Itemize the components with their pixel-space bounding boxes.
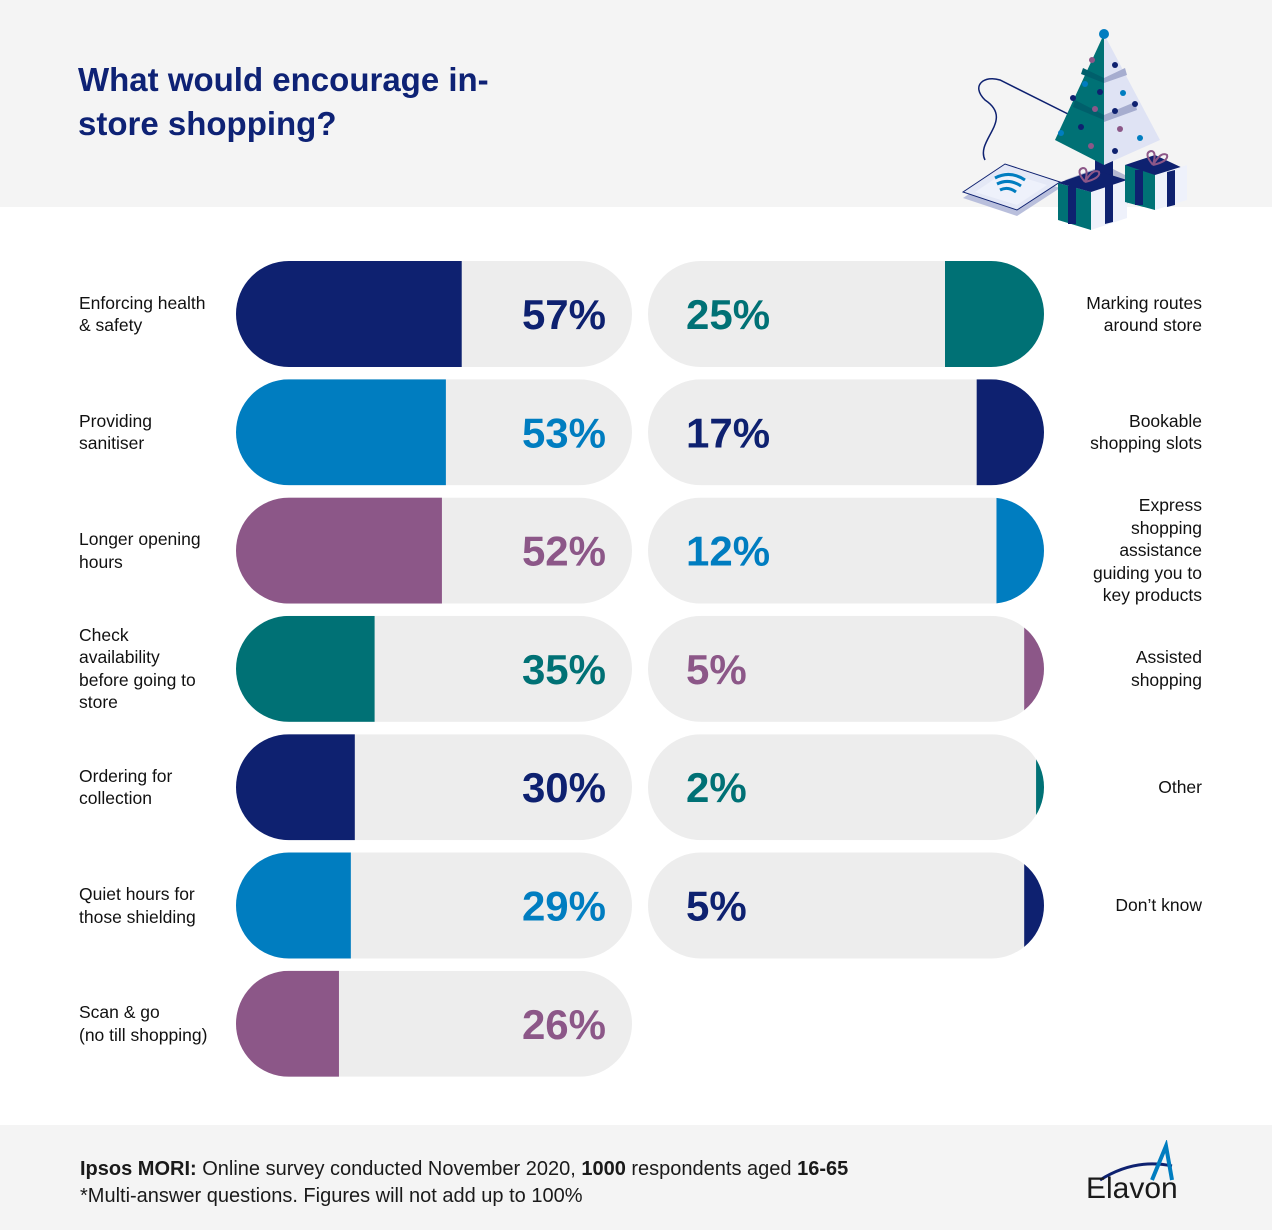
category-label: Marking routes around store — [1086, 292, 1202, 336]
category-label: Ordering for collection — [79, 765, 173, 809]
bar-fill — [236, 734, 355, 841]
bar-row — [236, 615, 632, 722]
bar-track — [648, 852, 1044, 959]
bar-row — [648, 734, 1044, 841]
value-label: 30% — [522, 764, 606, 811]
bar-track — [648, 615, 1044, 722]
value-label: 57% — [522, 291, 606, 338]
category-label: Other — [1158, 776, 1202, 797]
footer-band — [0, 1125, 1272, 1230]
value-label: 52% — [522, 528, 606, 575]
header-band: What would encourage in-store shopping? — [0, 0, 1272, 207]
category-label: Express shopping assistance guiding you … — [1093, 495, 1202, 606]
category-label: Providing sanitiser — [79, 410, 152, 454]
value-label: 2% — [686, 764, 747, 811]
category-label: Scan & go (no till shopping) — [79, 1002, 208, 1045]
bar-fill — [945, 261, 1044, 367]
footnote: *Multi-answer questions. Figures will no… — [80, 1185, 583, 1207]
bar-fill — [236, 379, 446, 486]
christmas-illustration — [961, 29, 1187, 230]
gift-box-icon — [1058, 166, 1130, 230]
bar-row — [236, 497, 632, 604]
category-label: Assisted shopping — [1130, 647, 1202, 690]
bar-track — [648, 497, 1044, 604]
category-label: Longer opening hours — [79, 529, 201, 572]
bar-fill — [996, 497, 1044, 604]
bar-fill — [976, 379, 1044, 486]
bar-row — [648, 261, 1044, 367]
source-text: respondents aged — [625, 1158, 798, 1180]
category-label: Enforcing health & safety — [79, 292, 206, 336]
bar-row — [236, 734, 632, 841]
logo-swoosh-icon — [1099, 1162, 1173, 1182]
value-label: 26% — [522, 1001, 606, 1048]
bar-fill — [236, 852, 351, 959]
bar-fill — [236, 497, 442, 604]
bar-row — [236, 379, 632, 486]
value-label: 5% — [686, 883, 747, 930]
bar-row — [648, 497, 1044, 604]
respondent-count: 1000 — [581, 1158, 626, 1180]
age-range: 16-65 — [797, 1158, 849, 1180]
elavon-logo: Elavon — [1086, 1140, 1178, 1205]
value-label: 12% — [686, 528, 770, 575]
category-label: Don’t know — [1115, 895, 1202, 916]
bar-row — [236, 970, 632, 1077]
bar-fill — [236, 261, 462, 367]
bar-row — [236, 261, 632, 367]
source-name: Ipsos MORI: — [80, 1158, 197, 1180]
bar-track — [648, 734, 1044, 841]
page-title: What would encourage in-store shopping? — [78, 61, 489, 142]
source-line: Ipsos MORI: Online survey conducted Nove… — [80, 1158, 848, 1181]
gift-box-icon — [1125, 149, 1187, 210]
category-label: Check availability before going to store — [79, 624, 196, 713]
value-label: 29% — [522, 883, 606, 930]
value-label: 25% — [686, 291, 770, 338]
value-label: 53% — [522, 409, 606, 456]
value-label: 17% — [686, 409, 770, 456]
card-reader-icon — [961, 163, 1062, 216]
bar-fill — [1036, 734, 1044, 841]
bar-row — [236, 852, 632, 959]
bar-fill — [236, 615, 375, 722]
value-label: 35% — [522, 646, 606, 693]
category-label: Quiet hours for those shielding — [79, 884, 196, 927]
category-label: Bookable shopping slots — [1090, 410, 1202, 454]
brand-name: Elavon — [1086, 1172, 1178, 1205]
bar-fill — [236, 970, 339, 1077]
source-text: Online survey conducted November 2020, — [196, 1158, 582, 1180]
value-label: 5% — [686, 646, 747, 693]
cable-icon — [978, 78, 1091, 161]
